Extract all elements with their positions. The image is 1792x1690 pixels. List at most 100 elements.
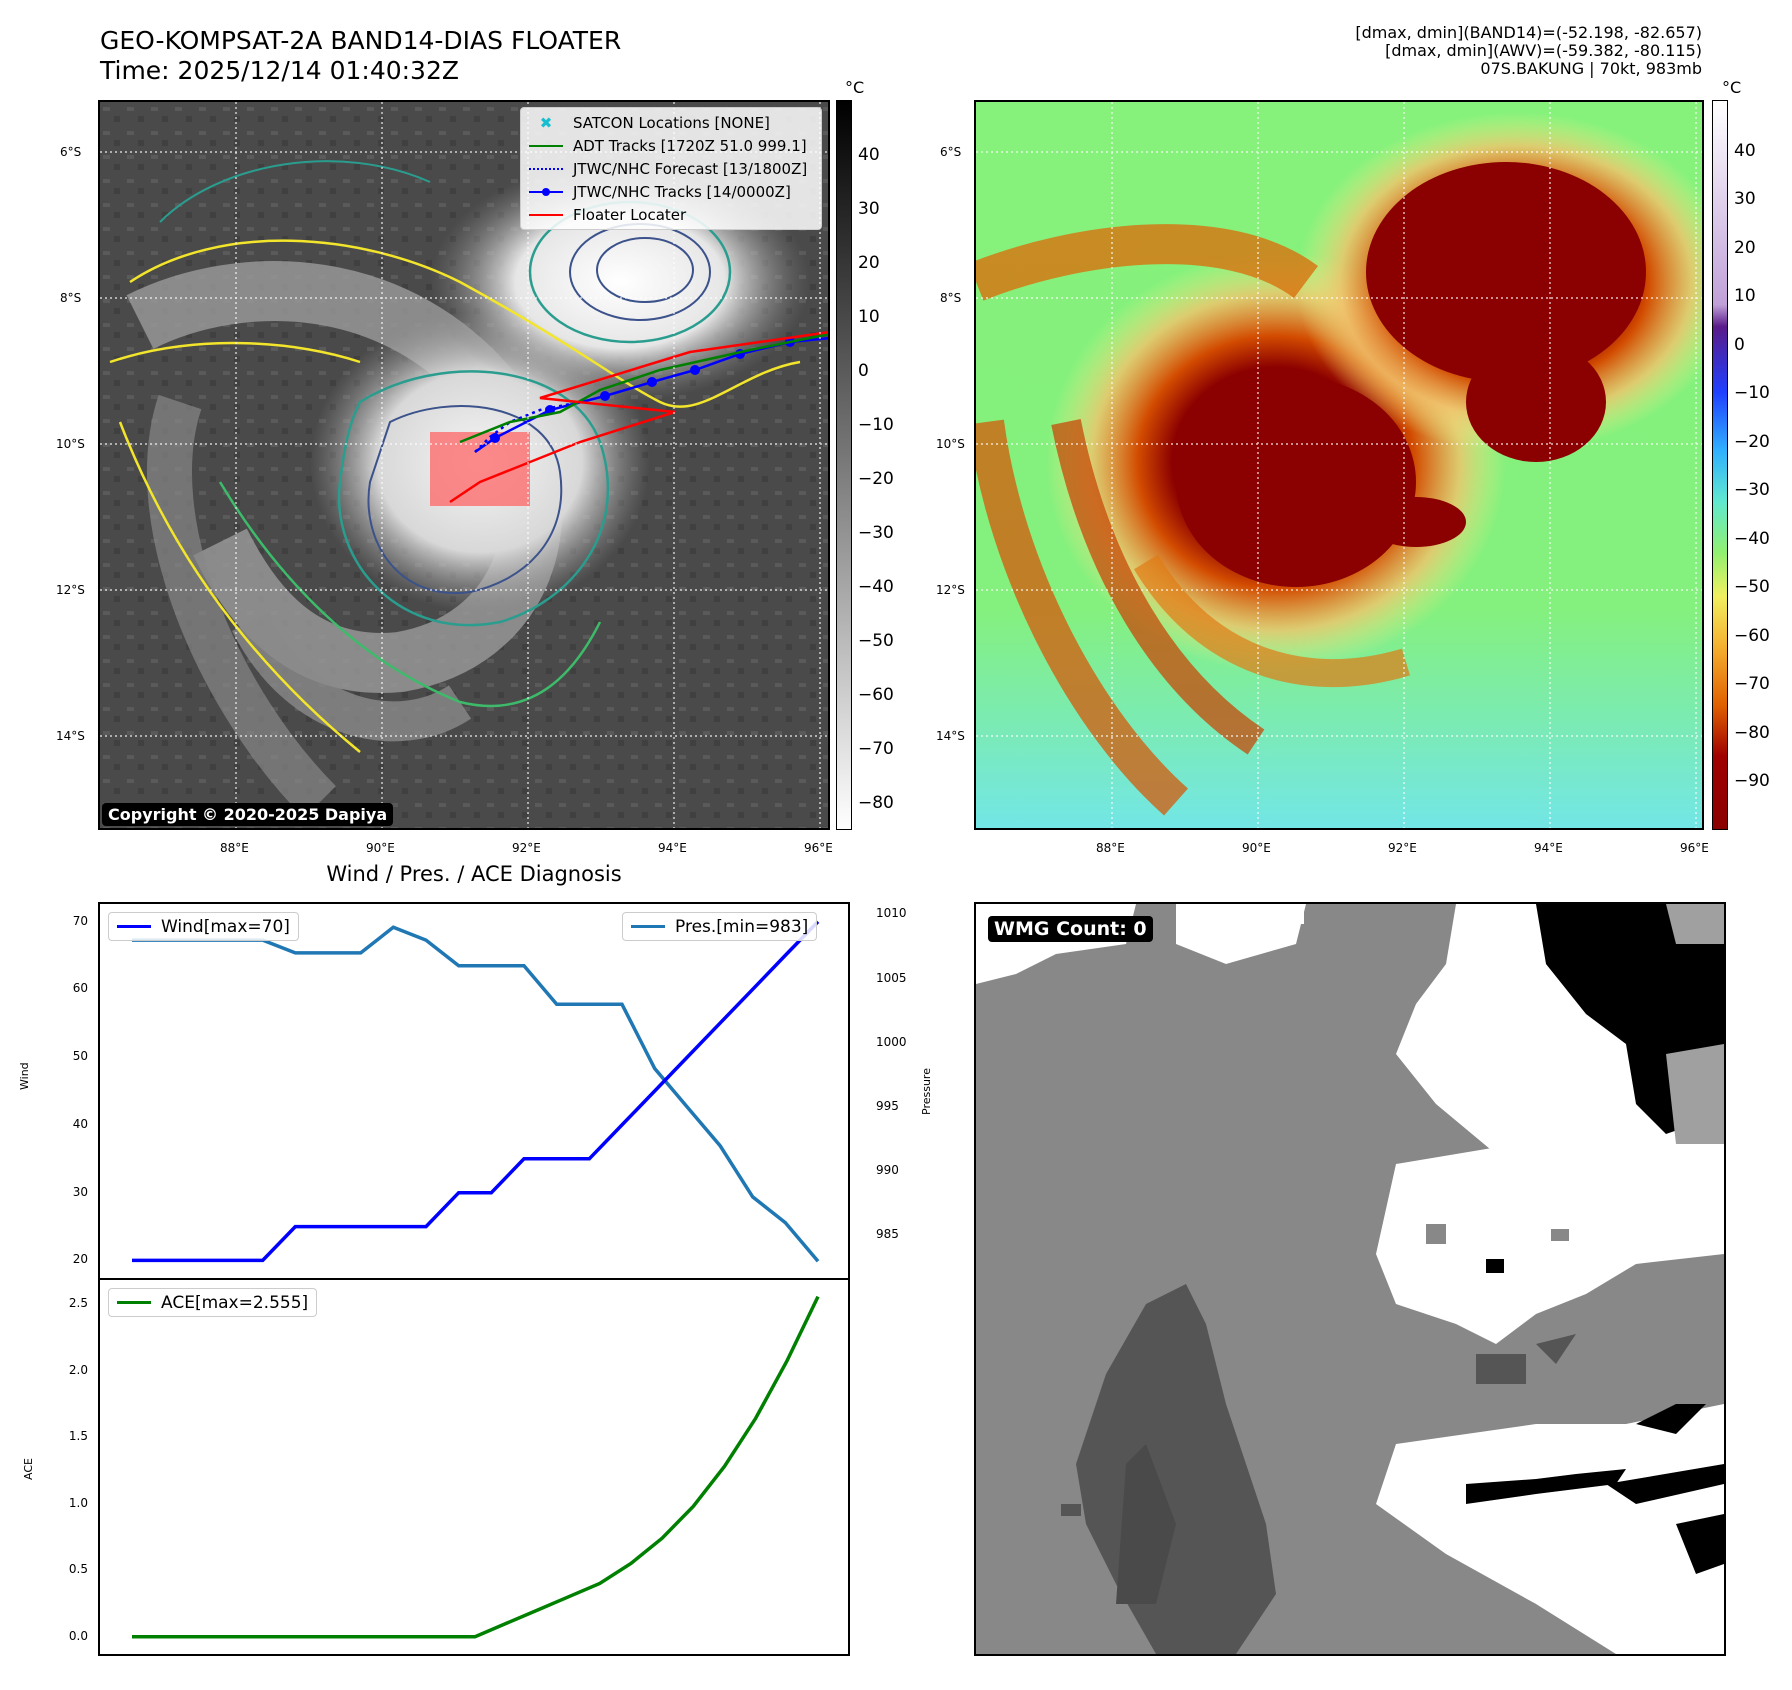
ir-map-panel: Copyright © 2020-2025 Dapiya (98, 100, 830, 830)
y-tick-label: 0.5 (68, 1562, 88, 1577)
floater-line-icon (529, 213, 563, 216)
cb-tick: −50 (858, 631, 894, 651)
y-tick-label: 2.0 (68, 1362, 88, 1377)
lat-tick: 10°S (56, 437, 85, 451)
ace-axes (98, 1278, 850, 1656)
pressure-axis-label: Pressure (920, 1068, 933, 1115)
adt-line-icon (529, 144, 563, 147)
y-tick-label: 1010 (876, 906, 907, 921)
lat-tick: 12°S (56, 583, 85, 597)
copyright-badge: Copyright © 2020-2025 Dapiya (102, 803, 394, 826)
forecast-dotted-icon (529, 167, 563, 170)
cb-tick: −80 (1734, 723, 1770, 743)
ace-series-line (132, 1295, 820, 1639)
cb-tick: 0 (858, 361, 869, 381)
dias-colorbar-unit: °C (1722, 78, 1742, 97)
dias-colorbar (1712, 100, 1728, 830)
y-tick-label: 1.0 (68, 1495, 88, 1510)
legend-label: Floater Locater (573, 205, 687, 224)
wmg-panel: WMG Count: 0 (974, 902, 1726, 1656)
wind-legend: Wind[max=70] (108, 912, 299, 941)
pressure-legend: Pres.[min=983] (622, 912, 818, 941)
lat-tick: 12°S (936, 583, 965, 597)
legend-label: SATCON Locations [NONE] (573, 113, 770, 132)
cb-tick: −40 (1734, 529, 1770, 549)
wind-axis-label: Wind (18, 1062, 31, 1090)
y-tick-label: 985 (876, 1227, 899, 1242)
y-tick-label: 1.5 (68, 1429, 88, 1444)
legend-satcon: ✖ SATCON Locations [NONE] (521, 111, 821, 134)
wind-series-line (132, 920, 820, 1263)
wmg-count-badge: WMG Count: 0 (988, 916, 1153, 942)
lon-tick: 88°E (220, 841, 249, 855)
lon-tick: 94°E (1534, 841, 1563, 855)
cb-tick: −60 (1734, 626, 1770, 646)
legend-label: Wind[max=70] (161, 916, 290, 937)
lat-tick: 6°S (60, 145, 82, 159)
lat-tick: 6°S (940, 145, 962, 159)
cb-tick: −10 (1734, 383, 1770, 403)
cb-tick: 40 (1734, 141, 1756, 161)
legend-label: JTWC/NHC Forecast [13/1800Z] (573, 159, 808, 178)
ir-map-image (100, 102, 828, 828)
title-line2: Time: 2025/12/14 01:40:32Z (100, 56, 459, 85)
dias-map-panel (974, 100, 1704, 830)
y-tick-label: 990 (876, 1163, 899, 1178)
wmg-image (976, 904, 1724, 1654)
lon-tick: 92°E (1388, 841, 1417, 855)
legend-label: JTWC/NHC Tracks [14/0000Z] (573, 182, 791, 201)
y-tick-label: 60 (72, 981, 88, 996)
cb-tick: −90 (1734, 771, 1770, 791)
y-tick-label: 1005 (876, 970, 907, 985)
cb-tick: 20 (858, 253, 880, 273)
y-tick-label: 40 (72, 1116, 88, 1131)
y-tick-label: 2.5 (68, 1295, 88, 1310)
figure-title: GEO-KOMPSAT-2A BAND14-DIAS FLOATER Time:… (100, 26, 621, 86)
cb-tick: 20 (1734, 238, 1756, 258)
cb-tick: 30 (858, 199, 880, 219)
tracks-marker-icon (529, 187, 563, 196)
legend-wind: Wind[max=70] (109, 915, 298, 938)
legend-adt: ADT Tracks [1720Z 51.0 999.1] (521, 134, 821, 157)
legend-label: Pres.[min=983] (675, 916, 809, 937)
ace-line-icon (117, 1301, 151, 1304)
y-tick-label: 50 (72, 1049, 88, 1064)
wind-pres-axes (98, 902, 850, 1280)
lon-tick: 90°E (1242, 841, 1271, 855)
lat-tick: 8°S (940, 291, 962, 305)
lon-tick: 90°E (366, 841, 395, 855)
lat-tick: 10°S (936, 437, 965, 451)
cb-tick: −10 (858, 415, 894, 435)
y-tick-label: 30 (72, 1184, 88, 1199)
pressure-line-icon (631, 925, 665, 928)
y-tick-label: 1000 (876, 1034, 907, 1049)
y-tick-label: 20 (72, 1252, 88, 1267)
cb-tick: −40 (858, 577, 894, 597)
lon-tick: 92°E (512, 841, 541, 855)
cb-tick: 40 (858, 145, 880, 165)
legend-forecast: JTWC/NHC Forecast [13/1800Z] (521, 157, 821, 180)
cb-tick: −50 (1734, 577, 1770, 597)
lon-tick: 96°E (804, 841, 833, 855)
cb-tick: −20 (858, 469, 894, 489)
ace-plot (132, 1295, 820, 1639)
y-tick-label: 70 (72, 913, 88, 928)
ace-axis-label: ACE (22, 1458, 35, 1480)
pressure-series-line (132, 925, 820, 1263)
cb-tick: −60 (858, 685, 894, 705)
satcon-x-icon: ✖ (539, 113, 553, 132)
lat-tick: 14°S (936, 729, 965, 743)
cb-tick: −20 (1734, 432, 1770, 452)
cb-tick: −30 (1734, 480, 1770, 500)
lon-tick: 94°E (658, 841, 687, 855)
y-tick-label: 995 (876, 1099, 899, 1114)
ir-colorbar-unit: °C (845, 78, 865, 97)
lat-tick: 14°S (56, 729, 85, 743)
cb-tick: −30 (858, 523, 894, 543)
legend-label: ADT Tracks [1720Z 51.0 999.1] (573, 136, 807, 155)
cb-tick: −70 (1734, 674, 1770, 694)
cb-tick: 0 (1734, 335, 1745, 355)
y-tick-label: 0.0 (68, 1628, 88, 1643)
ann-line1: [dmax, dmin](BAND14)=(-52.198, -82.657) (1355, 23, 1702, 42)
cb-tick: −70 (858, 739, 894, 759)
